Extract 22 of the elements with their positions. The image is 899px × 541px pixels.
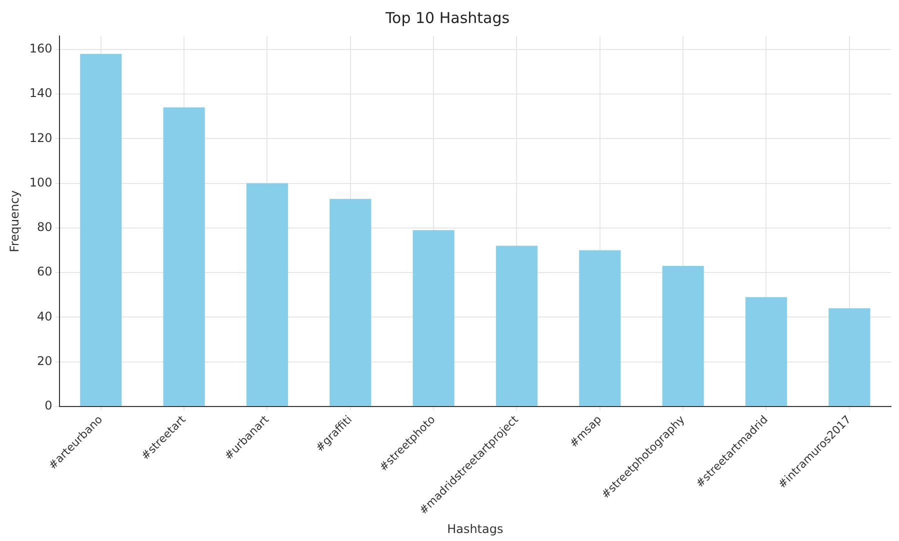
bar [828, 308, 870, 406]
bar [496, 246, 538, 406]
bar [330, 198, 372, 406]
y-axis-title: Frequency [7, 190, 22, 252]
bar [412, 230, 454, 406]
bar [246, 183, 288, 406]
y-tick-label: 160 [29, 42, 52, 56]
y-tick-label: 20 [37, 354, 52, 368]
y-tick-label: 120 [29, 130, 52, 145]
y-tick-label: 80 [37, 220, 52, 234]
bar [80, 54, 122, 406]
y-tick-label: 60 [37, 264, 52, 279]
bar [163, 107, 205, 406]
bar [579, 250, 621, 406]
y-tick-label: 100 [29, 175, 52, 190]
chart-title: Top 10 Hashtags [384, 8, 510, 27]
bar [745, 297, 788, 406]
y-tick-label: 40 [37, 309, 52, 324]
y-tick-label: 140 [29, 86, 52, 100]
x-axis-title: Hashtags [447, 522, 504, 536]
y-tick-label: 0 [44, 398, 52, 413]
bar [662, 266, 704, 406]
